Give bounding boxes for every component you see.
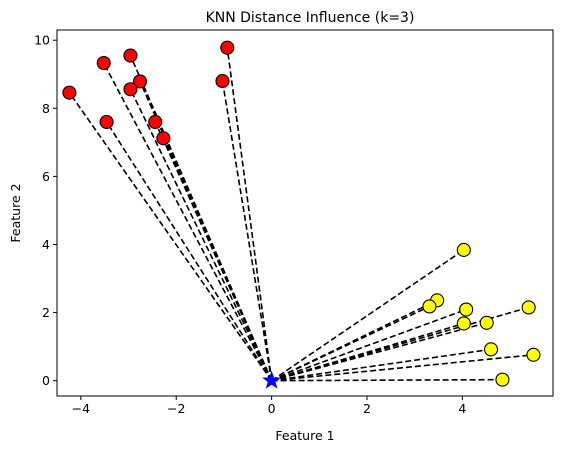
- y-axis-ticks: 0 2 4 6 8 10: [34, 33, 57, 388]
- y-tick-label: 4: [42, 237, 50, 252]
- data-point: [220, 40, 235, 55]
- data-point: [123, 82, 138, 97]
- y-tick-label: 0: [42, 373, 50, 388]
- data-point: [96, 55, 111, 71]
- x-tick-label: 0: [268, 401, 276, 416]
- data-point: [148, 114, 163, 129]
- query-layer: [262, 370, 282, 389]
- distance-lines: [68, 47, 534, 382]
- plot-area: [56, 29, 554, 397]
- data-point: [156, 131, 171, 146]
- distance-line: [271, 308, 467, 382]
- distance-line: [271, 249, 465, 382]
- distance-line: [271, 378, 503, 382]
- y-tick-label: 8: [42, 101, 50, 116]
- y-tick-label: 10: [34, 33, 50, 48]
- x-tick-label: 4: [458, 401, 466, 416]
- distance-line: [271, 305, 430, 382]
- x-axis-label: Feature 1: [275, 428, 334, 443]
- distance-line: [129, 88, 273, 382]
- y-axis-label: Feature 2: [8, 183, 23, 242]
- data-point: [215, 74, 230, 89]
- distance-line: [162, 137, 273, 382]
- x-tick-label: −4: [72, 401, 90, 416]
- distance-line: [68, 92, 273, 382]
- data-point: [479, 315, 494, 330]
- data-point: [132, 74, 148, 89]
- data-point: [456, 316, 471, 331]
- distance-line: [271, 322, 465, 382]
- data-point: [459, 302, 474, 317]
- data-point: [456, 242, 471, 257]
- data-point: [495, 372, 510, 387]
- x-axis-ticks: −4 −2 0 2 4: [72, 396, 466, 416]
- distance-line: [226, 47, 273, 381]
- y-tick-label: 2: [42, 305, 50, 320]
- data-point: [62, 85, 77, 100]
- distance-line: [271, 348, 492, 382]
- query-point-star-icon: [262, 370, 282, 389]
- data-points: [62, 40, 541, 387]
- data-point: [422, 299, 437, 314]
- y-tick-label: 6: [42, 169, 50, 184]
- data-point: [521, 300, 536, 315]
- distance-line: [271, 322, 487, 382]
- chart-title: KNN Distance Influence (k=3): [206, 10, 415, 26]
- distance-line: [105, 121, 273, 382]
- x-tick-label: −2: [167, 401, 185, 416]
- data-point: [99, 114, 114, 129]
- distance-line: [103, 62, 273, 382]
- distance-line: [221, 80, 273, 381]
- data-point: [123, 48, 138, 63]
- distance-line: [271, 354, 534, 382]
- data-point: [483, 342, 499, 357]
- data-point: [526, 347, 541, 362]
- x-tick-label: 2: [363, 401, 371, 416]
